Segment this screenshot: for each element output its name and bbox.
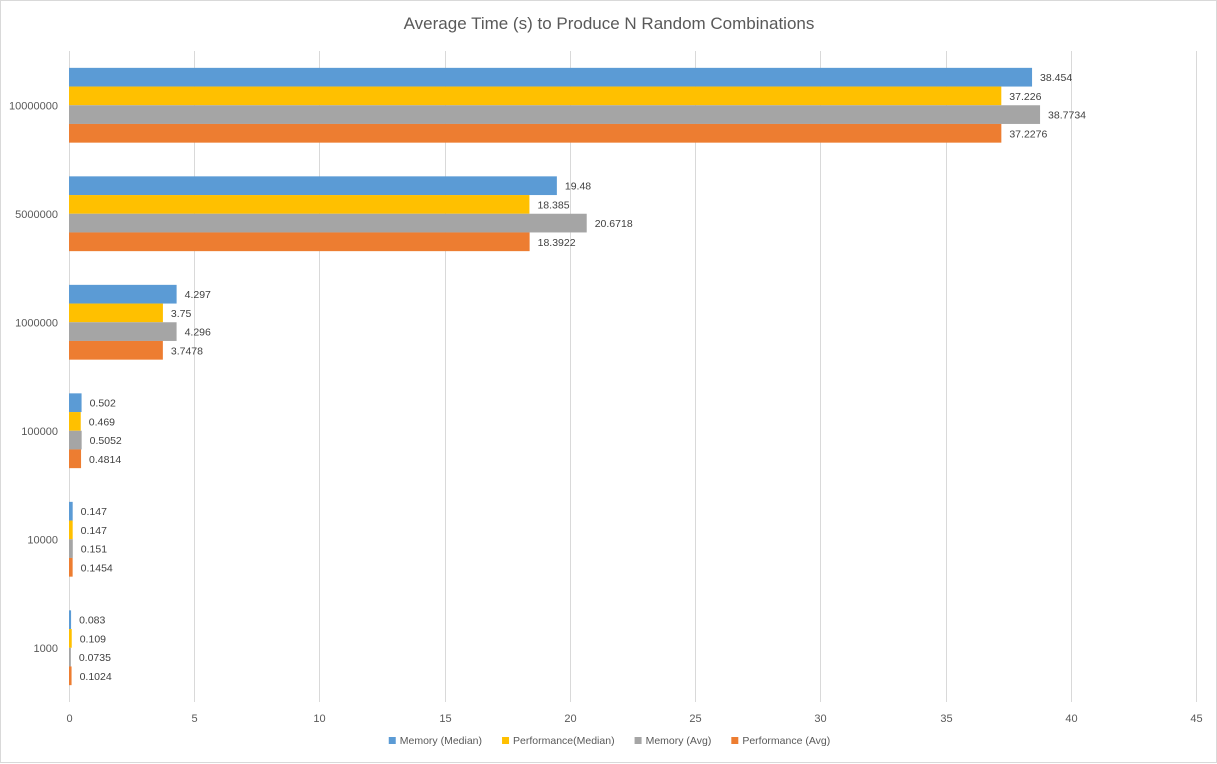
legend-item: Performance(Median) [502,735,615,747]
legend-label: Performance(Median) [513,735,615,747]
x-tick-label: 45 [1190,713,1202,725]
data-label: 37.2276 [1009,128,1047,140]
data-label: 0.502 [90,398,116,410]
data-label: 0.1454 [81,562,113,574]
data-label: 4.297 [185,289,211,301]
x-axis-ticks: 0 5 10 15 20 25 30 35 40 45 [66,713,1202,725]
x-tick-label: 20 [564,713,576,725]
y-category-label: 10000000 [9,100,58,112]
legend-label: Memory (Median) [400,735,482,747]
legend-swatch [634,737,642,744]
legend-label: Memory (Avg) [646,735,712,747]
bar-1000000-series-3 [69,340,163,360]
legend-swatch [388,737,396,744]
bar-100000-series-1 [69,412,81,431]
bar-5000000-series-1 [69,195,530,214]
data-label: 0.151 [81,544,107,556]
x-tick-label: 5 [191,713,197,725]
bar-1000-series-2 [69,647,71,667]
data-label: 18.385 [537,199,569,211]
bar-1000-series-0 [69,610,72,630]
bar-1000000-series-0 [69,284,177,304]
legend: Memory (Median) Performance(Median) Memory… [388,735,830,747]
bar-10000-series-0 [69,501,73,521]
legend-item: Memory (Avg) [634,735,712,747]
data-label: 0.5052 [90,435,122,447]
y-category-label: 100000 [21,426,58,438]
x-tick-label: 25 [689,713,701,725]
x-tick-label: 10 [313,713,325,725]
x-tick-label: 30 [814,713,826,725]
bar-1000000-series-1 [69,303,163,323]
data-label: 3.7478 [171,345,203,357]
bar-10000-series-1 [69,520,73,540]
bar-5000000-series-3 [69,232,530,252]
legend-item: Performance (Avg) [731,735,830,747]
data-label: 38.7734 [1048,110,1086,122]
bar-10000-series-2 [69,539,73,558]
legend-swatch [502,737,510,744]
bar-100000-series-0 [69,393,82,413]
data-label: 4.296 [185,327,211,339]
y-category-label: 5000000 [15,209,58,221]
y-category-label: 10000 [27,534,58,546]
data-label: 3.75 [171,308,192,320]
data-label: 0.469 [89,416,115,428]
legend-item: Memory (Median) [388,735,482,747]
bar-1000000-series-2 [69,322,177,341]
legend-swatch [731,737,739,744]
data-label: 37.226 [1009,91,1041,103]
x-tick-label: 0 [66,713,72,725]
bar-5000000-series-2 [69,213,587,233]
data-label: 0.109 [80,633,106,645]
bar-10000000-series-3 [69,123,1002,143]
bar-1000-series-1 [69,629,72,648]
data-label: 18.3922 [538,237,576,249]
bar-1000-series-3 [69,666,72,686]
y-axis-categories: 10000000 5000000 1000000 100000 10000 1000 [9,100,58,655]
x-tick-label: 15 [439,713,451,725]
bar-10000000-series-0 [69,67,1033,87]
data-label: 38.454 [1040,72,1072,84]
bar-10000000-series-1 [69,86,1002,106]
y-category-label: 1000 [34,643,58,655]
data-label: 20.6718 [595,218,633,230]
data-label: 0.147 [81,525,107,537]
bar-100000-series-2 [69,430,82,450]
gridlines [69,51,1197,702]
bar-10000-series-3 [69,557,73,577]
bar-5000000-series-0 [69,176,557,196]
bar-10000000-series-2 [69,105,1041,124]
x-tick-label: 35 [940,713,952,725]
data-label: 19.48 [565,181,591,193]
chart-title: Average Time (s) to Produce N Random Com… [404,14,815,33]
bar-100000-series-3 [69,449,82,469]
bars [69,67,1041,686]
y-category-label: 1000000 [15,317,58,329]
data-label: 0.1024 [80,671,112,683]
legend-label: Performance (Avg) [742,735,830,747]
data-label: 0.147 [81,506,107,518]
data-label: 0.083 [79,615,105,627]
data-label: 0.4814 [89,454,121,466]
x-tick-label: 40 [1065,713,1077,725]
data-label: 0.0735 [79,652,111,664]
